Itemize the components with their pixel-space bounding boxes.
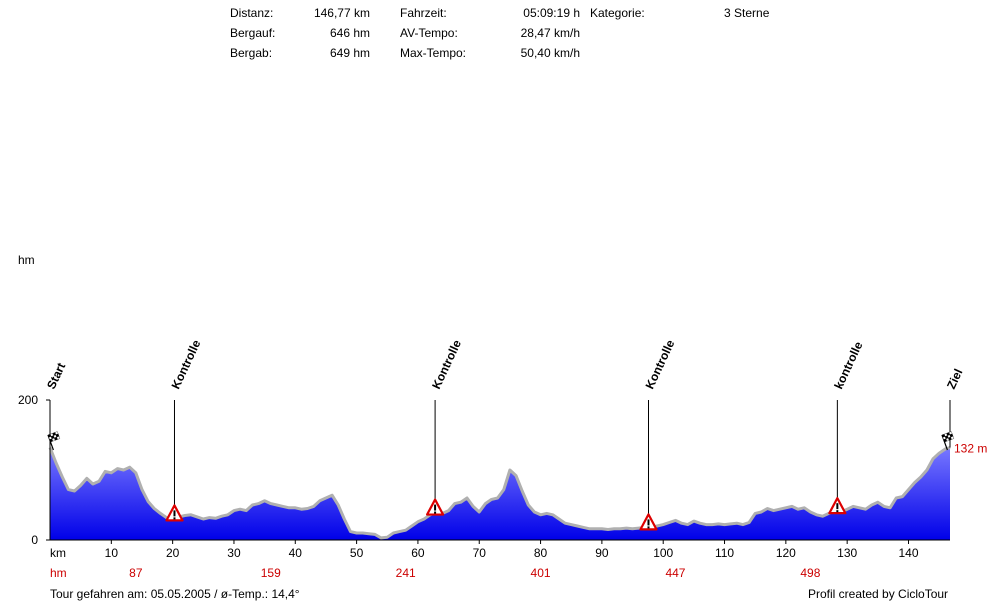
x-tick-label: 50	[350, 546, 364, 560]
flag-square	[56, 436, 61, 440]
hm-row-value: 159	[261, 566, 281, 580]
marker-label: Start	[44, 361, 68, 392]
warning-icon-bar	[173, 510, 176, 517]
stat-label-distanz: Distanz:	[230, 6, 274, 20]
x-tick-label: 110	[715, 546, 734, 560]
x-tick-label: 80	[534, 546, 548, 560]
x-tick-label: 70	[473, 546, 487, 560]
x-tick-label: 90	[595, 546, 609, 560]
warning-icon-dot	[173, 517, 176, 520]
marker-label: Ziel	[944, 367, 965, 392]
warning-icon-dot	[434, 511, 437, 514]
hm-row-value: 447	[665, 566, 685, 580]
marker-control: Kontrolle	[425, 337, 464, 516]
warning-icon-bar	[434, 504, 437, 511]
end-elevation-label: 132 m	[954, 442, 987, 456]
y-axis-label: hm	[18, 253, 35, 267]
elevation-area	[50, 447, 950, 540]
marker-control: kontrolle	[828, 339, 866, 515]
stat-label-av-tempo: AV-Tempo:	[400, 26, 458, 40]
x-tick-label: 20	[166, 546, 180, 560]
hm-row-value: 401	[531, 566, 551, 580]
warning-icon-dot	[836, 510, 839, 513]
x-tick-label: 100	[653, 546, 673, 560]
stat-label-kategorie: Kategorie:	[590, 6, 645, 20]
stat-label-fahrzeit: Fahrzeit:	[400, 6, 447, 20]
stat-label-bergauf: Bergauf:	[230, 26, 276, 40]
flag-square	[950, 436, 955, 440]
x-axis-label: km	[50, 546, 66, 560]
x-tick-label: 140	[898, 546, 918, 560]
y-tick-label: 200	[18, 393, 38, 407]
x-tick-label: 130	[837, 546, 857, 560]
x-tick-label: 10	[105, 546, 119, 560]
x-tick-label: 40	[289, 546, 303, 560]
hm-row-value: 87	[129, 566, 143, 580]
warning-icon-bar	[836, 503, 839, 510]
footer-credit: Profil created by CicloTour	[808, 587, 949, 601]
elevation-outline	[48, 446, 951, 540]
x-tick-label: 120	[776, 546, 796, 560]
checkered-flag-icon	[47, 431, 61, 451]
hm-row-label: hm	[50, 566, 67, 580]
marker-control: Kontrolle	[639, 337, 678, 531]
marker-start: Start	[44, 361, 68, 451]
stat-label-max-tempo: Max-Tempo:	[400, 46, 467, 60]
stat-value-kategorie: 3 Sterne	[724, 6, 770, 20]
stat-value-distanz: 146,77 km	[313, 6, 370, 20]
marker-label: Kontrolle	[429, 337, 464, 391]
marker-control: Kontrolle	[165, 337, 204, 522]
marker-label: Kontrolle	[169, 337, 204, 391]
stat-label-bergab: Bergab:	[230, 46, 273, 60]
marker-finish: Ziel	[941, 367, 965, 451]
stat-value-fahrzeit: 05:09:19 h	[523, 6, 580, 20]
marker-label: Kontrolle	[643, 337, 678, 391]
hm-row-value: 498	[800, 566, 820, 580]
stat-value-bergab: 649 hm	[329, 46, 370, 60]
y-tick-label: 0	[31, 533, 38, 547]
stat-value-bergauf: 646 hm	[329, 26, 370, 40]
warning-icon-dot	[647, 526, 650, 529]
stat-value-av-tempo: 28,47 km/h	[520, 26, 580, 40]
checkered-flag-icon	[941, 431, 955, 451]
stat-value-max-tempo: 50,40 km/h	[520, 46, 580, 60]
hm-row-value: 241	[396, 566, 416, 580]
x-tick-label: 30	[227, 546, 241, 560]
warning-icon-bar	[647, 519, 650, 526]
marker-label: kontrolle	[831, 339, 865, 391]
x-tick-label: 60	[411, 546, 425, 560]
footer-tour-info: Tour gefahren am: 05.05.2005 / ø-Temp.: …	[50, 587, 300, 601]
